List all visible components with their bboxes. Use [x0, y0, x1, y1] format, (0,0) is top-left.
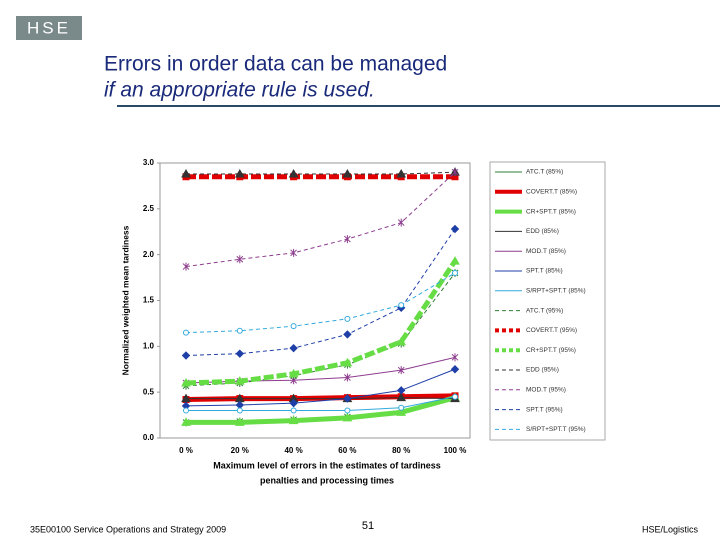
legend-label: COVERT.T (95%) — [526, 327, 577, 334]
marker — [342, 357, 353, 367]
marker — [183, 407, 189, 414]
marker — [236, 407, 243, 414]
marker — [452, 270, 458, 276]
marker — [235, 349, 245, 358]
marker — [450, 256, 460, 265]
marker — [181, 417, 191, 426]
legend-label: S/RPT+SPT.T (95%) — [526, 426, 586, 433]
marker — [181, 393, 191, 403]
marker — [396, 386, 406, 395]
y-tick-label: 3.0 — [143, 158, 155, 167]
legend-box — [489, 161, 606, 441]
legend-label: EDD (85%) — [526, 228, 559, 235]
y-tick-label: 0.0 — [143, 433, 155, 442]
series-line — [186, 395, 456, 425]
series-line — [185, 368, 456, 407]
marker — [289, 343, 298, 353]
marker — [288, 368, 299, 378]
marker — [450, 365, 460, 374]
page-number: 51 — [362, 520, 374, 532]
x-tick-label: 40 % — [284, 446, 302, 455]
marker — [343, 394, 352, 403]
marker — [181, 168, 191, 178]
marker — [452, 393, 458, 400]
series-line — [185, 272, 456, 334]
marker — [344, 315, 351, 322]
legend-label: EDD (95%) — [526, 367, 559, 374]
x-tick-label: 80 % — [392, 446, 410, 455]
marker — [289, 398, 298, 408]
legend-label: MOD.T (95%) — [526, 387, 566, 394]
marker — [288, 415, 299, 425]
logo-box — [16, 16, 82, 40]
marker — [344, 373, 351, 382]
x-tick-label: 100 % — [444, 446, 467, 455]
title: if an appropriate rule is used. — [104, 79, 375, 102]
y-tick-label: 1.5 — [143, 296, 155, 305]
legend-label: ATC.T (85%) — [526, 169, 563, 176]
footer-left: 35E00100 Service Operations and Strategy… — [30, 524, 226, 534]
marker — [398, 302, 405, 309]
marker — [397, 366, 405, 375]
marker — [450, 224, 460, 234]
series-line — [185, 171, 456, 268]
plot-area — [159, 162, 471, 439]
marker — [290, 407, 297, 414]
marker — [290, 248, 297, 257]
marker — [236, 255, 244, 264]
logo: HSE — [27, 18, 71, 37]
x-tick-label: 0 % — [179, 446, 193, 455]
marker — [234, 168, 245, 178]
marker — [183, 329, 189, 336]
legend-label: ATC.T (95%) — [526, 307, 563, 314]
y-tick-label: 1.0 — [143, 341, 155, 350]
marker — [398, 404, 405, 411]
x-tick-label: 20 % — [231, 446, 249, 455]
legend-label: SPT.T (85%) — [526, 268, 563, 275]
legend-label: S/RPT+SPT.T (85%) — [526, 288, 586, 295]
series-line — [186, 396, 456, 411]
legend-label: SPT.T (95%) — [526, 406, 563, 413]
marker — [343, 330, 352, 339]
marker — [234, 376, 245, 385]
legend-label: COVERT.T (85%) — [526, 189, 577, 196]
marker — [342, 168, 353, 178]
y-tick-label: 0.5 — [143, 387, 155, 396]
x-axis-label: Maximum level of errors in the estimates… — [213, 460, 441, 470]
series-line — [186, 171, 456, 175]
marker — [288, 168, 299, 178]
title: Errors in order data can be managed — [104, 53, 447, 76]
marker — [344, 235, 351, 244]
marker — [396, 392, 407, 402]
legend-label: CR+SPT.T (95%) — [526, 347, 576, 354]
marker — [344, 407, 351, 414]
marker — [451, 353, 459, 362]
y-tick-label: 2.5 — [143, 204, 155, 213]
marker — [290, 323, 297, 330]
x-tick-label: 60 % — [338, 446, 356, 455]
marker — [396, 407, 407, 416]
marker — [342, 412, 353, 422]
marker — [396, 168, 407, 178]
marker — [234, 417, 245, 426]
marker — [236, 327, 243, 334]
marker — [451, 168, 459, 177]
marker — [396, 336, 407, 346]
y-axis-label: Normalized weighted mean tardiness — [120, 225, 130, 375]
marker — [182, 262, 190, 271]
y-tick-label: 2.0 — [143, 250, 155, 259]
series-line — [185, 228, 456, 356]
series-line — [186, 397, 456, 400]
marker — [181, 377, 191, 387]
legend-label: MOD.T (85%) — [526, 248, 566, 255]
x-axis-label: penalties and processing times — [260, 475, 394, 485]
legend-label: CR+SPT.T (85%) — [526, 208, 576, 215]
marker — [397, 218, 405, 227]
marker — [181, 351, 191, 360]
footer-right: HSE/Logistics — [642, 524, 699, 534]
series-line — [185, 259, 458, 386]
